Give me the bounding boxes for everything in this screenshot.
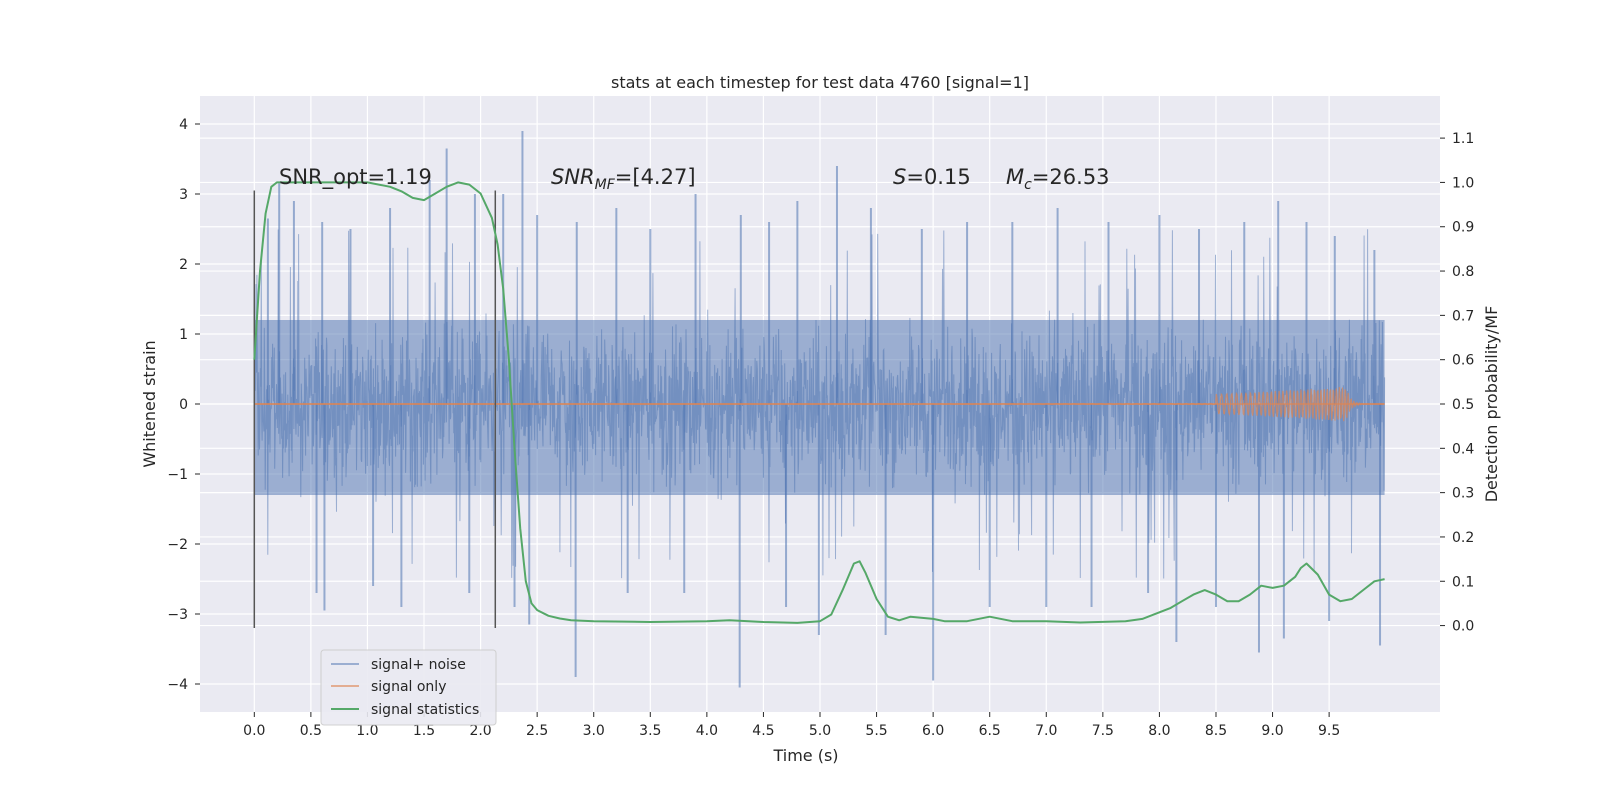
y-left-tick-label: −2 (167, 537, 188, 553)
x-tick-label: 9.5 (1318, 723, 1340, 739)
legend-frame (320, 649, 497, 726)
y-right-tick-label: 0.1 (1452, 574, 1474, 590)
x-tick-label: 8.0 (1148, 723, 1170, 739)
x-tick-label: 1.0 (356, 723, 378, 739)
x-axis-label: Time (s) (772, 746, 838, 765)
x-tick-label: 0.5 (300, 723, 322, 739)
y-right-tick-label: 0.6 (1452, 353, 1474, 369)
x-tick-label: 5.0 (809, 723, 831, 739)
x-axis-ticks: 0.0 0.5 1.0 1.5 2.0 2.5 3.0 3.5 4.0 4.5 5.0 5.5 6.0 6… (243, 712, 1340, 739)
y-left-tick-label: 0 (179, 397, 188, 413)
x-tick-label: 5.5 (865, 723, 887, 739)
y-right-tick-label: 0.7 (1452, 308, 1474, 324)
x-tick-label: 3.0 (583, 723, 605, 739)
annotation-s-main: S (893, 165, 906, 189)
y-left-tick-label: −1 (167, 467, 188, 483)
x-tick-label: 3.5 (639, 723, 661, 739)
legend-label-signal-noise: signal+ noise (371, 657, 466, 673)
annotation-s: S=0.15 (893, 165, 971, 189)
x-tick-label: 4.5 (752, 723, 774, 739)
annotation-mc-main: M (1006, 165, 1024, 189)
annotation-snr-mf-sub: MF (595, 177, 616, 193)
y-left-tick-label: 2 (179, 257, 188, 273)
legend-label-signal-statistics: signal statistics (371, 702, 479, 718)
annotation-mc-tail: =26.53 (1032, 165, 1110, 189)
annotation-mc-sub: c (1024, 177, 1032, 193)
statistics-line (253, 181, 1385, 624)
x-tick-label: 7.5 (1092, 723, 1114, 739)
y-axis-left-label: Whitened strain (140, 340, 159, 467)
x-tick-label: 2.0 (469, 723, 491, 739)
annotation-snr-mf-tail: =[4.27] (615, 165, 696, 189)
y-right-tick-label: 0.4 (1452, 441, 1474, 457)
x-tick-label: 4.0 (696, 723, 718, 739)
vertical-markers (253, 190, 497, 628)
x-tick-label: 6.5 (979, 723, 1001, 739)
x-tick-label: 8.5 (1205, 723, 1227, 739)
y-right-tick-label: 0.8 (1452, 264, 1474, 280)
annotation-snr-opt: SNR_opt=1.19 (279, 165, 432, 190)
series-signal-only (254, 387, 1385, 422)
y-left-tick-label: 1 (179, 327, 188, 343)
x-tick-label: 2.5 (526, 723, 548, 739)
legend: signal+ noise signal only signal statist… (320, 649, 497, 726)
annotation-snr-mf: SNRMF=[4.27] (551, 165, 696, 193)
y-right-tick-label: 0.2 (1452, 530, 1474, 546)
y-left-tick-label: −4 (167, 677, 188, 693)
y-right-tick-label: 1.1 (1452, 131, 1474, 147)
y-right-tick-label: 0.5 (1452, 397, 1474, 413)
y-right-tick-label: 0.3 (1452, 486, 1474, 502)
chirp-trace (254, 387, 1385, 422)
legend-label-signal-only: signal only (371, 679, 446, 695)
y-right-tick-label: 0.0 (1452, 619, 1474, 635)
x-tick-label: 7.0 (1035, 723, 1057, 739)
y-right-tick-label: 0.9 (1452, 220, 1474, 236)
annotation-s-tail: =0.15 (906, 165, 970, 189)
y-axis-right-label: Detection probability/MF (1482, 306, 1501, 503)
x-tick-label: 6.0 (922, 723, 944, 739)
y-left-tick-label: 4 (179, 117, 188, 133)
x-tick-label: 0.0 (243, 723, 265, 739)
y-left-tick-label: 3 (179, 187, 188, 203)
annotation-snr-mf-main: SNR (551, 165, 595, 189)
x-tick-label: 1.5 (413, 723, 435, 739)
chart-title: stats at each timestep for test data 476… (611, 73, 1029, 92)
y-right-tick-label: 1.0 (1452, 175, 1474, 191)
y-axis-right-ticks: 0.0 0.1 0.2 0.3 0.4 0.5 0.6 0.7 0.8 0.9 1.0 1.1 (1440, 131, 1474, 635)
x-tick-label: 9.0 (1261, 723, 1283, 739)
y-axis-left-ticks: −4 −3 −2 −1 0 1 2 3 4 (167, 117, 200, 693)
annotation-mc: Mc=26.53 (1006, 165, 1110, 193)
y-left-tick-label: −3 (167, 607, 188, 623)
series-signal-statistics (253, 181, 1385, 624)
